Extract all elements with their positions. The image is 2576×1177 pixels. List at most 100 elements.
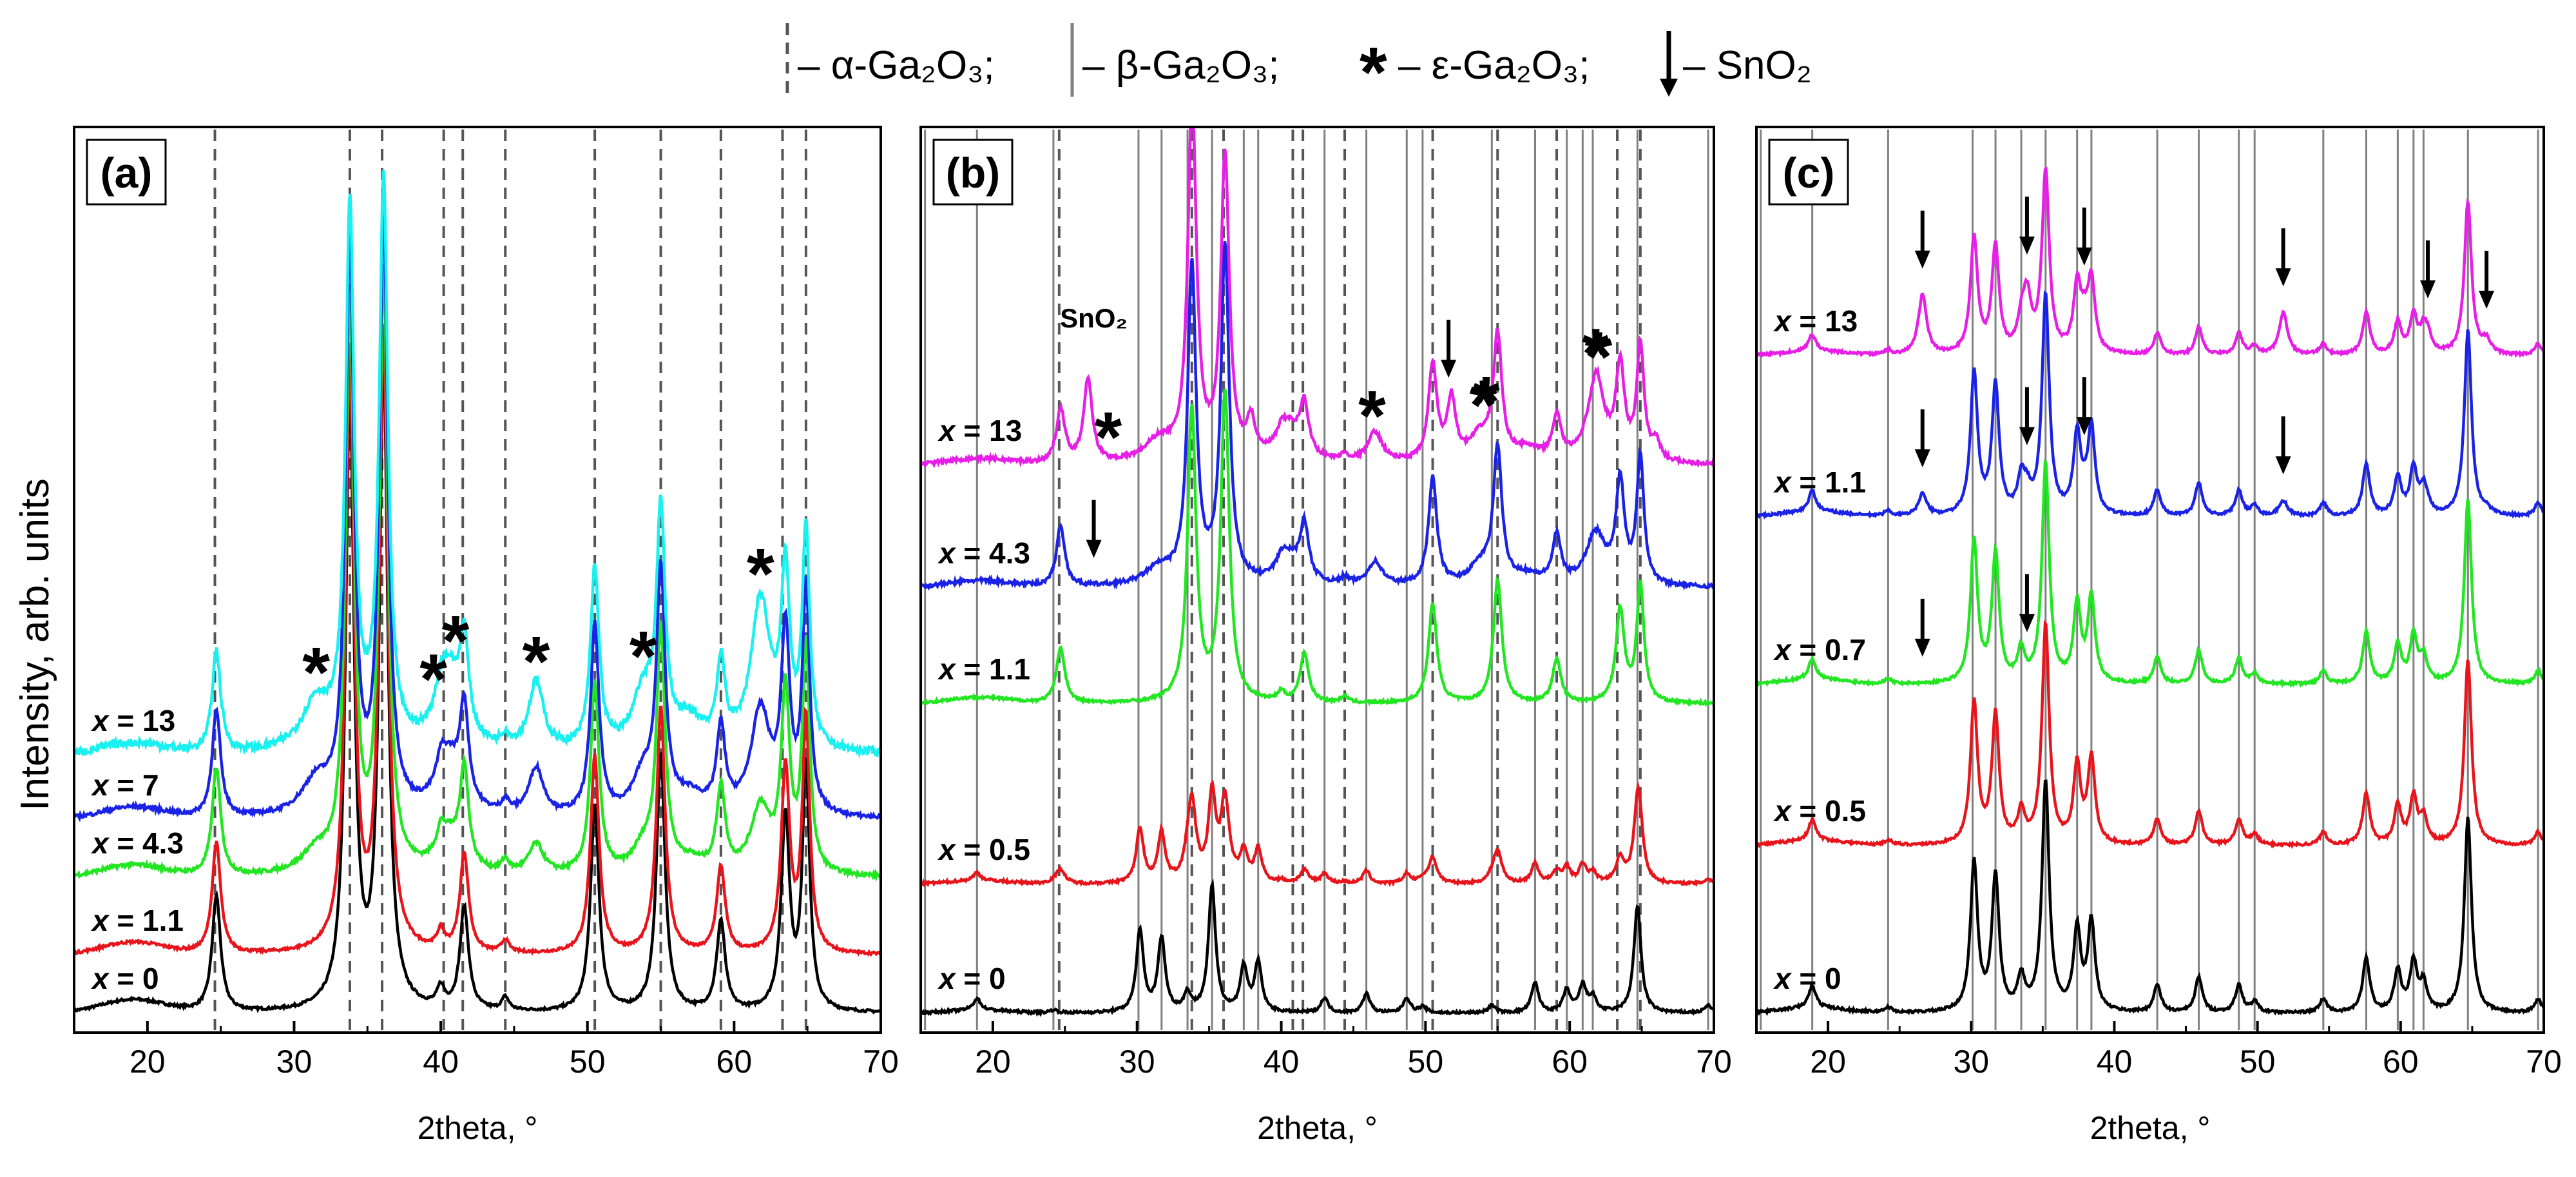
series-label-value: = 7	[109, 768, 159, 802]
x-tick-label: 50	[570, 1044, 606, 1080]
series-label: x = 7	[90, 768, 159, 802]
series-label-var: x	[1773, 465, 1793, 499]
x-tick-label: 50	[2240, 1044, 2276, 1080]
series-line	[920, 879, 1715, 1017]
panel-label: (a)	[101, 149, 153, 197]
arrow-head	[1086, 540, 1102, 558]
series-label-var: x	[90, 768, 110, 802]
sno2-arrow-icon	[1914, 409, 1930, 468]
series-label-value: = 0	[109, 962, 159, 995]
plot-frame	[919, 126, 1715, 1034]
x-tick-label: 20	[130, 1044, 166, 1080]
series-label: x = 0.5	[937, 833, 1030, 866]
series-label-var: x	[90, 904, 110, 937]
series-label-value: = 4.3	[109, 826, 184, 860]
series-line	[919, 779, 1715, 888]
series-label-var: x	[1773, 633, 1793, 666]
x-tick-label: 70	[863, 1044, 899, 1080]
legend-epsilon-label: – ε-Ga₂O₃;	[1398, 43, 1590, 88]
epsilon-marker: *	[1472, 362, 1500, 442]
arrow-head	[2076, 248, 2092, 266]
series-label: x = 0	[937, 962, 1006, 995]
panel-label-box	[86, 139, 167, 206]
x-tick-label: 70	[2526, 1044, 2562, 1080]
series-label-var: x	[1773, 794, 1793, 828]
arrow-head	[2019, 614, 2035, 632]
epsilon-marker: *	[630, 617, 657, 696]
series-label-var: x	[1773, 304, 1793, 338]
epsilon-marker: *	[302, 633, 330, 712]
x-axis-title: 2theta, °	[2090, 1110, 2211, 1146]
series-line	[919, 240, 1715, 591]
series-label: x = 13	[1773, 304, 1858, 338]
series-label-value: = 4.3	[956, 536, 1030, 570]
sno2-arrow-icon	[2076, 208, 2092, 266]
annotation-label: SnO₂	[1060, 303, 1128, 333]
series-line	[919, 126, 1715, 469]
series-label: x = 4.3	[90, 826, 184, 860]
legend-sno2-arrow-icon	[1660, 31, 1678, 97]
series-label-var: x	[1773, 962, 1793, 995]
series-label-var: x	[90, 704, 110, 737]
arrow-head	[2479, 291, 2495, 309]
series-label-value: = 0	[1791, 962, 1841, 995]
sno2-arrow-icon	[1441, 320, 1457, 378]
x-tick-label: 60	[1552, 1044, 1588, 1080]
x-tick-label: 50	[1408, 1044, 1444, 1080]
x-tick-label: 20	[975, 1044, 1011, 1080]
x-tick-label: 30	[1953, 1044, 1989, 1080]
series-line	[73, 170, 883, 759]
series-label-value: = 1.1	[956, 652, 1030, 686]
series-label: x = 0	[1773, 962, 1841, 995]
series-label: x = 4.3	[937, 536, 1030, 570]
arrow-head	[2019, 427, 2035, 445]
series-label: x = 0.5	[1773, 794, 1866, 828]
arrow-head	[1914, 250, 1930, 269]
series-label: x = 0.7	[1773, 633, 1866, 666]
series-label-value: = 1.1	[1791, 465, 1866, 499]
legend-sno2-label: – SnO₂	[1683, 43, 1812, 88]
series-label-var: x	[937, 414, 957, 447]
sno2-arrow-icon	[1914, 210, 1930, 269]
x-tick-label: 60	[2383, 1044, 2419, 1080]
series-label-value: = 0.5	[1791, 794, 1866, 828]
epsilon-marker: *	[1582, 315, 1610, 394]
epsilon-marker: *	[1469, 365, 1497, 445]
epsilon-marker: *	[1358, 376, 1386, 456]
series-label-value: = 13	[109, 704, 176, 737]
sno2-arrow-icon	[2019, 574, 2035, 632]
series-line	[72, 355, 882, 1015]
series-label-var: x	[90, 826, 110, 860]
arrow-head	[2275, 268, 2291, 287]
legend-epsilon-swatch: *	[1360, 33, 1387, 112]
sno2-arrow-icon	[2275, 416, 2291, 474]
series-line	[920, 388, 1715, 707]
arrow-head	[2420, 280, 2436, 299]
series-label-var: x	[937, 833, 957, 866]
legend: – α-Ga₂O₃; – β-Ga₂O₃; * – ε-Ga₂O₃; – SnO…	[785, 23, 1812, 112]
sno2-arrow-icon	[2019, 196, 2035, 255]
sno2-arrow-icon	[1086, 500, 1102, 558]
x-axis-title: 2theta, °	[1257, 1110, 1378, 1146]
panel-label-box	[1768, 139, 1849, 206]
series-label-var: x	[90, 962, 110, 995]
panel-label: (b)	[946, 149, 1000, 197]
panel-label-box	[932, 139, 1014, 206]
arrow-head	[2019, 236, 2035, 255]
arrow-head	[1441, 360, 1457, 378]
arrow-head	[1914, 449, 1930, 468]
sno2-arrow-icon	[2019, 387, 2035, 445]
series-label-var: x	[937, 536, 957, 570]
y-axis-title: Intensity, arb. units	[13, 478, 57, 811]
series-line	[1755, 779, 2546, 1016]
epsilon-marker: *	[1585, 317, 1613, 396]
series-label-value: = 13	[956, 414, 1023, 447]
series-label: x = 1.1	[1773, 465, 1866, 499]
sno2-arrow-icon	[2076, 377, 2092, 436]
arrow-head	[2076, 417, 2092, 436]
series-label-value: = 0.5	[956, 833, 1030, 866]
series-label-var: x	[937, 962, 957, 995]
sno2-arrow-icon	[1914, 598, 1930, 657]
x-tick-label: 30	[1119, 1044, 1155, 1080]
